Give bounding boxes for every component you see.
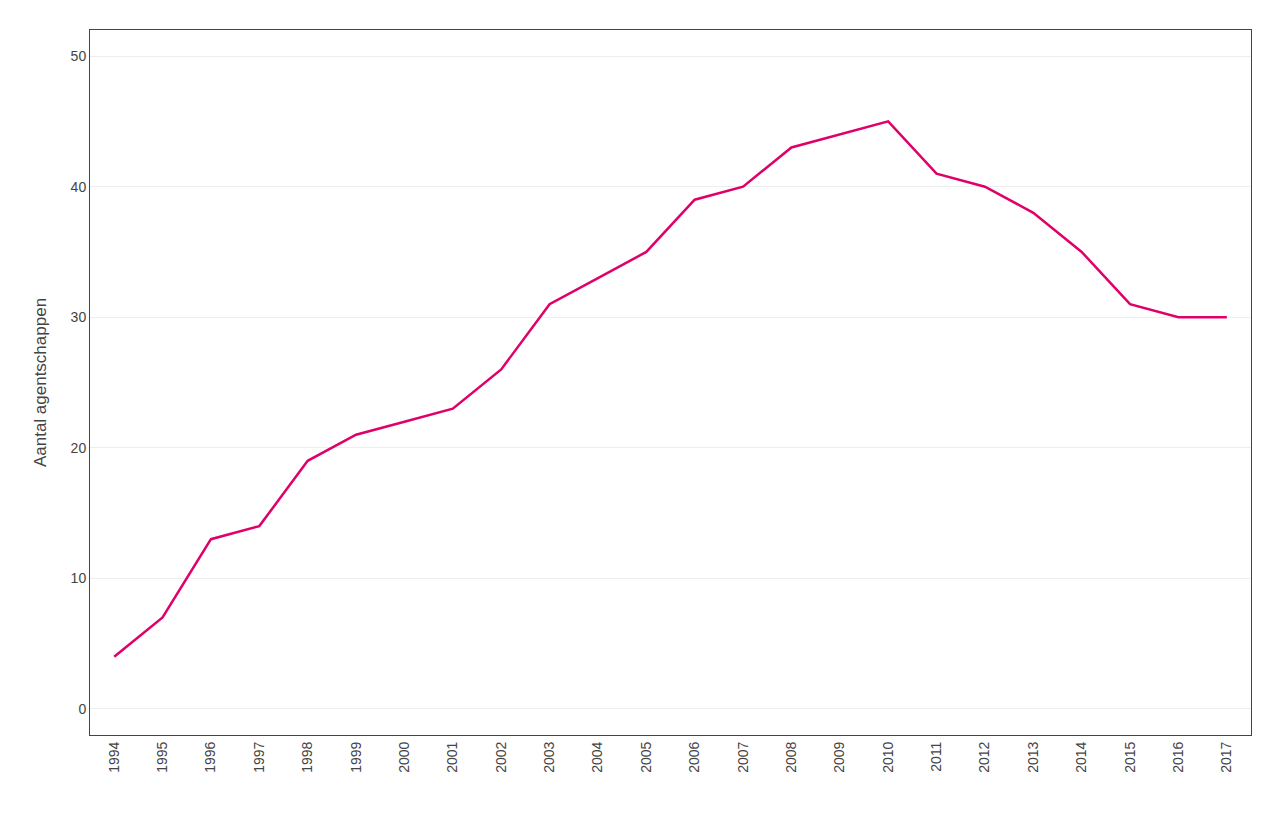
svg-text:40: 40 bbox=[71, 179, 87, 195]
svg-text:2016: 2016 bbox=[1170, 741, 1186, 772]
svg-text:20: 20 bbox=[71, 440, 87, 456]
svg-text:2005: 2005 bbox=[638, 741, 654, 772]
svg-text:2000: 2000 bbox=[396, 741, 412, 772]
svg-text:2010: 2010 bbox=[880, 741, 896, 772]
svg-text:2007: 2007 bbox=[735, 741, 751, 772]
svg-text:0: 0 bbox=[78, 701, 86, 717]
svg-text:2011: 2011 bbox=[928, 741, 944, 771]
svg-text:1998: 1998 bbox=[299, 741, 315, 772]
svg-text:2004: 2004 bbox=[589, 741, 605, 772]
svg-text:1995: 1995 bbox=[154, 741, 170, 772]
svg-text:1994: 1994 bbox=[106, 741, 122, 772]
svg-text:10: 10 bbox=[71, 570, 87, 586]
svg-text:2008: 2008 bbox=[783, 741, 799, 772]
svg-text:2015: 2015 bbox=[1122, 741, 1138, 772]
svg-text:2014: 2014 bbox=[1073, 741, 1089, 772]
svg-text:2006: 2006 bbox=[686, 741, 702, 772]
svg-text:Aantal agentschappen: Aantal agentschappen bbox=[31, 298, 50, 467]
svg-text:50: 50 bbox=[71, 48, 87, 64]
svg-text:2001: 2001 bbox=[444, 741, 460, 772]
svg-text:1996: 1996 bbox=[202, 741, 218, 772]
svg-text:1999: 1999 bbox=[348, 741, 364, 772]
svg-text:2009: 2009 bbox=[831, 741, 847, 772]
svg-text:2013: 2013 bbox=[1025, 741, 1041, 772]
svg-text:2002: 2002 bbox=[493, 741, 509, 772]
svg-text:30: 30 bbox=[71, 309, 87, 325]
svg-text:2017: 2017 bbox=[1218, 741, 1234, 772]
svg-text:1997: 1997 bbox=[251, 741, 267, 772]
svg-text:2012: 2012 bbox=[976, 741, 992, 772]
svg-text:2003: 2003 bbox=[541, 741, 557, 772]
